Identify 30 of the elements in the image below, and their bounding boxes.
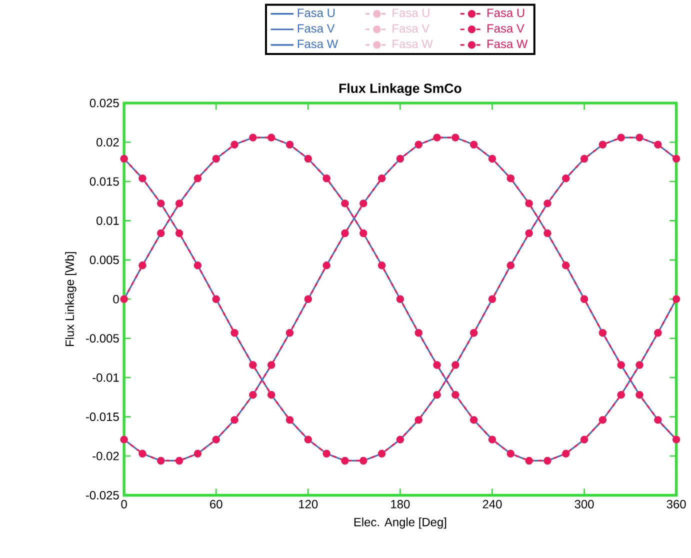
y-tick-label: 0.02 (96, 138, 119, 146)
legend-label: Fasa U (488, 8, 524, 17)
y-tick-label: -0.015 (86, 412, 119, 421)
x-tick-label: 180 (391, 500, 410, 508)
y-tick-label: -0.02 (92, 452, 119, 460)
y-tick-label: 0.025 (90, 98, 119, 108)
chart-title: Flux Linkage SmCo (339, 83, 462, 96)
y-tick-label: -0.01 (92, 373, 119, 382)
x-tick-label: 360 (666, 500, 686, 508)
y-tick-label: -0.025 (86, 490, 119, 500)
legend-label: Fasa U (392, 8, 430, 17)
x-tick-label: 240 (482, 500, 502, 508)
legend-label: Fasa V (392, 24, 430, 33)
legend-label: Fasa V (488, 24, 524, 33)
x-axis-title: Elec. Angle [Deg] (354, 517, 446, 529)
legend-label: Fasa W (488, 40, 528, 48)
y-tick-label: 0.01 (96, 216, 119, 225)
x-tick-label: 300 (574, 500, 594, 508)
y-tick-label: 0.015 (90, 177, 119, 186)
legend-label: Fasa V (298, 24, 335, 33)
x-tick-label: 0 (121, 500, 127, 508)
y-tick-label: -0.005 (86, 334, 119, 342)
y-tick-label: 0.005 (90, 256, 119, 264)
y-axis-title: Flux Linkage [Wb] (65, 252, 76, 346)
x-tick-label: 120 (299, 500, 318, 508)
legend-label: Fasa U (298, 8, 335, 17)
legend-label: Fasa W (392, 40, 433, 48)
y-tick-label: 0 (113, 294, 119, 304)
legend-label: Fasa W (298, 40, 338, 48)
x-tick-label: 60 (210, 500, 222, 508)
